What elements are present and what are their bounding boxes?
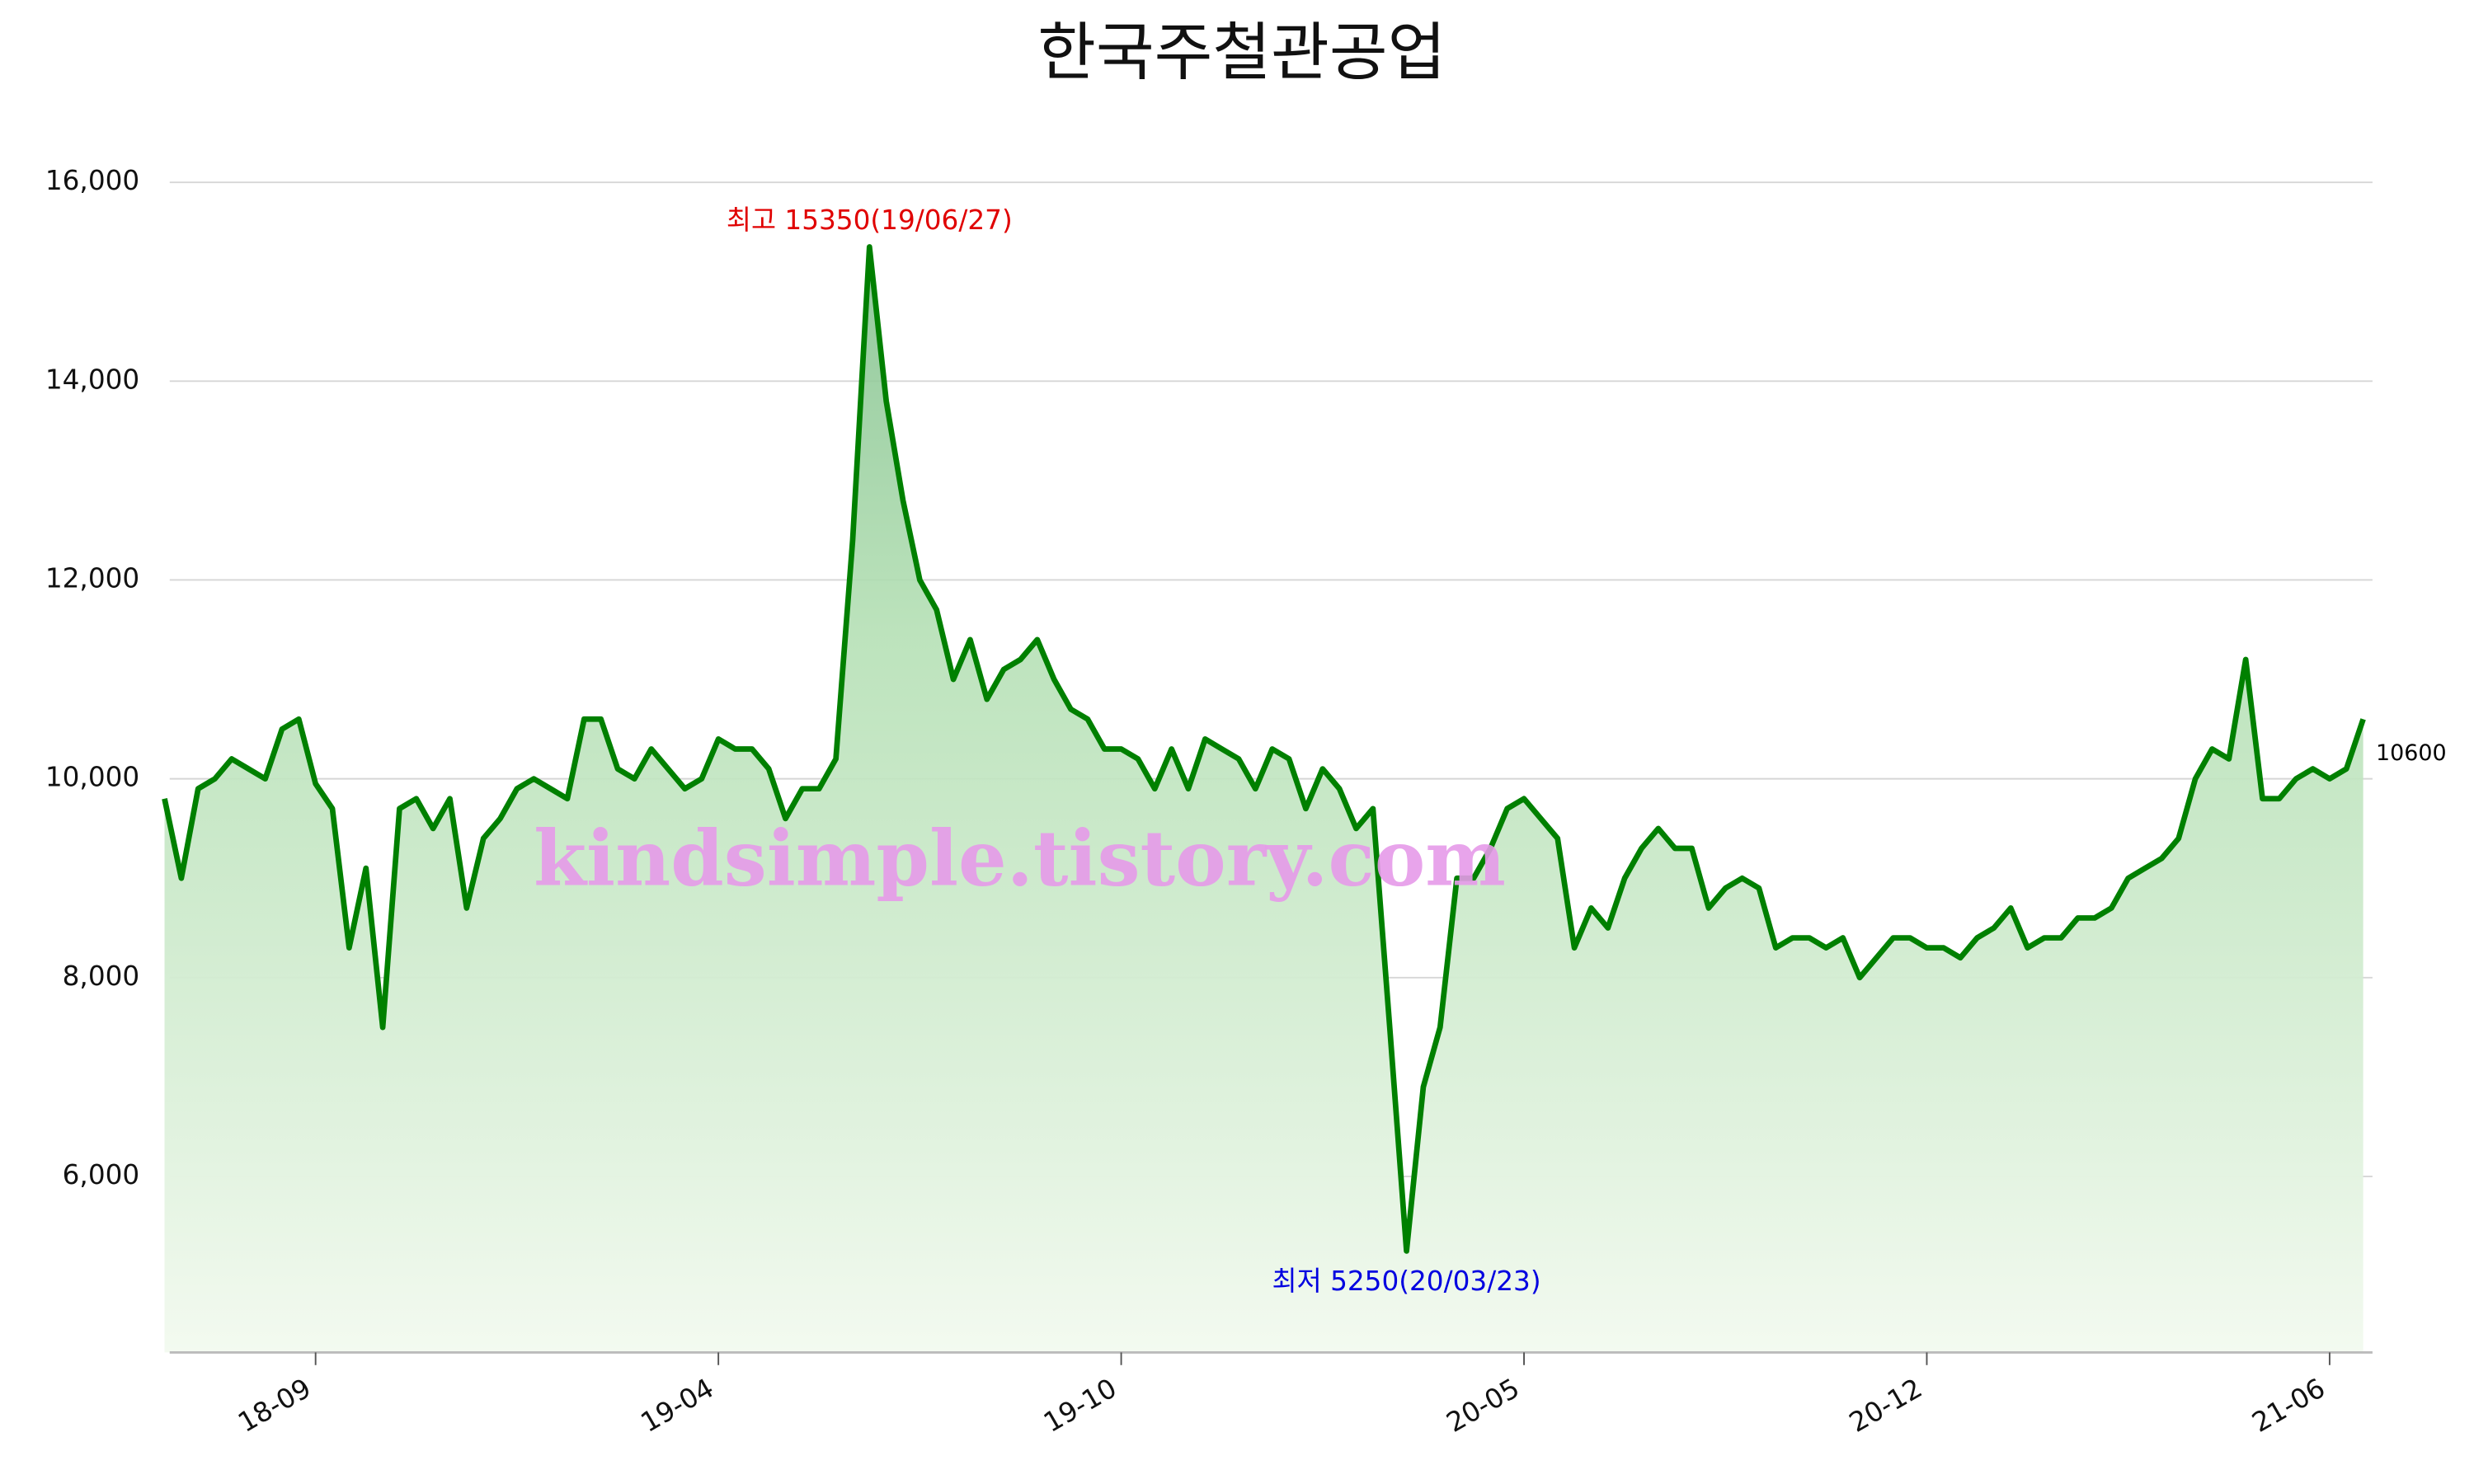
chart-title: 한국주철관공업 [1037, 16, 1446, 90]
y-tick-label: 14,000 [45, 364, 139, 395]
watermark: kindsimple.tistory.com [534, 814, 1506, 904]
y-tick-label: 12,000 [45, 562, 139, 594]
x-tick-label: 20-05 [1442, 1373, 1525, 1439]
x-tick-label: 18-09 [233, 1373, 316, 1439]
y-tick-label: 10,000 [45, 762, 139, 793]
line [162, 244, 2366, 1254]
x-tick-label: 19-04 [636, 1373, 719, 1439]
annotation: 최고 15350(19/06/27) [727, 204, 1013, 236]
y-tick-label: 16,000 [45, 165, 139, 196]
annotation: 10600 [2376, 740, 2447, 766]
annotation: 최저 5250(20/03/23) [1272, 1266, 1541, 1297]
x-tick-label: 20-12 [1844, 1373, 1927, 1439]
y-tick-label: 8,000 [63, 960, 140, 992]
x-tick-label: 21-06 [2246, 1373, 2330, 1439]
x-tick-label: 19-10 [1038, 1373, 1122, 1439]
area [164, 247, 2363, 1353]
y-tick-label: 6,000 [63, 1159, 140, 1190]
